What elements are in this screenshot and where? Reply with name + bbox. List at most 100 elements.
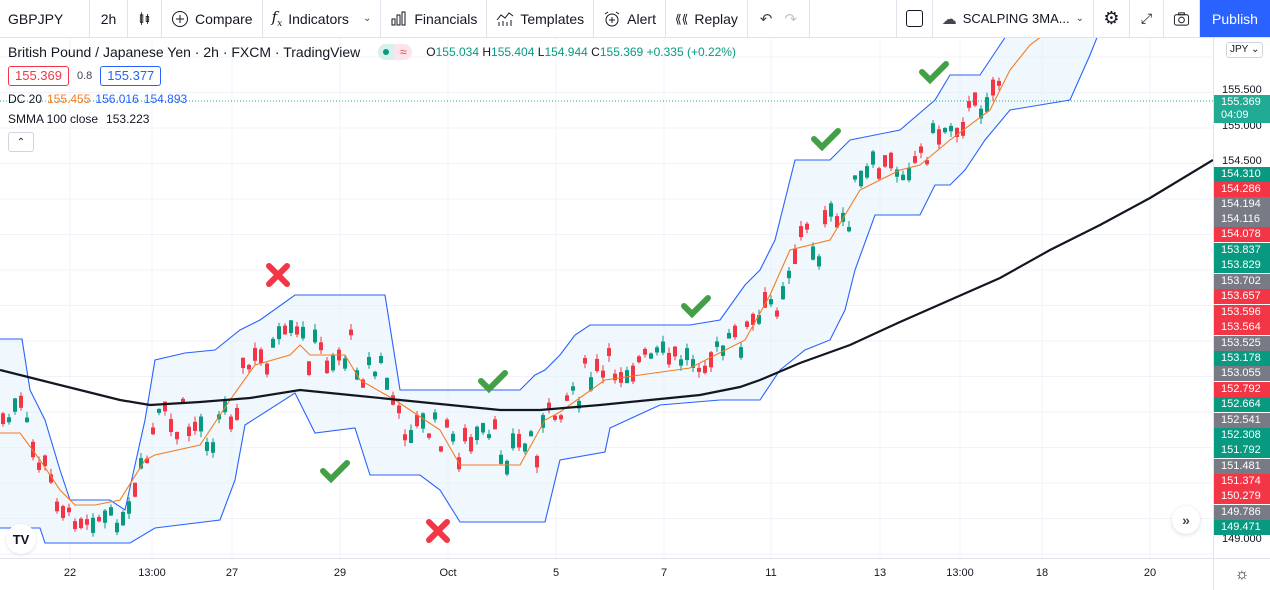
donchian-band-fill [0, 38, 1097, 543]
financials-button[interactable]: Financials [381, 0, 488, 37]
time-tick-label: 7 [660, 567, 668, 579]
fullscreen-button[interactable]: ⤢ [1130, 0, 1164, 37]
redo-icon: ↷ [784, 10, 798, 28]
market-status-badge[interactable]: ≈ [378, 44, 413, 60]
price-badge: 150.279 [1214, 489, 1270, 504]
cloud-icon: ☁ [941, 10, 957, 28]
smma-name: SMMA 100 close [8, 112, 99, 126]
dc-indicator-legend[interactable]: DC 20 155.455 156.016 154.893 [8, 92, 736, 106]
price-badge: 151.374 [1214, 474, 1270, 489]
interval-label: 2h [100, 10, 117, 27]
settings-button[interactable]: ⚙ [1094, 0, 1130, 37]
square-icon [905, 10, 923, 27]
candles-icon [139, 11, 150, 25]
sell-button[interactable]: 155.369 [8, 66, 69, 86]
price-badge: 153.055 [1214, 366, 1270, 381]
symbol-search-button[interactable]: GBPJPY [0, 0, 90, 37]
chevron-down-icon[interactable]: ⌄ [362, 13, 372, 24]
redo-button[interactable]: ↷ [779, 0, 811, 37]
templates-label: Templates [520, 10, 585, 27]
ohlc-values: O155.034 H155.404 L154.944 C155.369 +0.3… [426, 45, 736, 59]
time-axis[interactable]: 22 13:00 27 29 Oct 5 7 11 13 13:00 18 20 [0, 558, 1213, 590]
price-badge: 153.837 [1214, 243, 1270, 258]
dc-lower-value: 154.893 [143, 92, 188, 106]
price-axis[interactable]: JPY ⌄ 155.500 155.000 154.500 149.000 155.36… [1213, 38, 1270, 558]
axis-settings-button[interactable]: ☼ [1213, 558, 1270, 590]
gear-icon: ⚙ [1103, 8, 1120, 28]
interval-button[interactable]: 2h [90, 0, 128, 37]
symbol-label: GBPJPY [8, 10, 64, 27]
price-badge: 154.194 [1214, 197, 1270, 212]
chevron-down-icon: ⌄ [1075, 13, 1084, 24]
bar-chart-icon [391, 11, 406, 25]
buy-button[interactable]: 155.377 [100, 66, 162, 86]
time-tick-label: 20 [1143, 567, 1157, 579]
camera-icon [1173, 11, 1190, 26]
compare-label: Compare [195, 10, 253, 27]
price-badge: 153.525 [1214, 336, 1270, 351]
price-tick-label: 149.000 [1222, 533, 1262, 545]
toolbar-spacer [810, 0, 897, 37]
templates-button[interactable]: Templates [487, 0, 595, 37]
scroll-to-realtime-button[interactable]: » [1172, 506, 1200, 534]
alarm-clock-icon [604, 11, 620, 26]
screenshot-button[interactable] [1164, 0, 1200, 37]
chart-annotations [266, 61, 949, 543]
price-tick-label: 155.000 [1222, 120, 1262, 132]
dc-basis-line [0, 38, 1041, 506]
currency-button[interactable]: JPY ⌄ [1226, 42, 1264, 58]
replay-label: Replay [694, 10, 738, 27]
smma-value: 153.223 [106, 112, 150, 126]
dc-upper-value: 156.016 [95, 92, 139, 106]
collapse-legend-button[interactable]: ⌃ [8, 132, 34, 152]
price-badge: 152.308 [1214, 428, 1270, 443]
symbol-description: British Pound / Japanese Yen · 2h · FXCM… [8, 44, 361, 60]
price-badge: 153.702 [1214, 274, 1270, 289]
chart-pane[interactable] [0, 38, 1213, 558]
checkmark-icon [320, 460, 350, 484]
layout-name: SCALPING 3MA... [962, 11, 1070, 26]
price-badge: 153.829 [1214, 258, 1270, 273]
undo-button[interactable]: ↶ [748, 0, 779, 37]
time-tick-label: 22 [63, 567, 77, 579]
indicators-button[interactable]: fx Indicators ⌄ [263, 0, 382, 37]
chart-legend: British Pound / Japanese Yen · 2h · FXCM… [8, 44, 736, 152]
price-tick-label: 155.500 [1222, 84, 1262, 96]
price-badge: 152.541 [1214, 413, 1270, 428]
chevron-up-icon: ⌃ [16, 136, 26, 148]
rewind-icon: ⟪⟪ [674, 11, 689, 26]
indicators-label: Indicators [288, 10, 349, 27]
time-tick-label: 27 [225, 567, 239, 579]
smma-indicator-legend[interactable]: SMMA 100 close 153.223 [8, 112, 736, 126]
gear-icon: ☼ [1234, 565, 1250, 583]
time-tick-label: 29 [333, 567, 347, 579]
dc-lower-line [0, 38, 1098, 544]
tv-logo-icon: TV [12, 531, 30, 547]
financials-label: Financials [414, 10, 478, 27]
dc-name: DC 20 [8, 92, 43, 106]
spread-value: 0.8 [77, 70, 93, 82]
compare-button[interactable]: Compare [162, 0, 263, 37]
price-chart[interactable] [0, 38, 1213, 558]
double-chevron-right-icon: » [1182, 512, 1190, 528]
time-tick-label: 13:00 [946, 567, 974, 579]
fullscreen-icon: ⤢ [1140, 10, 1153, 26]
price-tick-label: 154.500 [1222, 155, 1262, 167]
time-tick-label: Oct [439, 567, 457, 579]
fx-icon: fx [271, 8, 283, 29]
time-tick-label: 5 [552, 567, 560, 579]
layout-menu-button[interactable]: ☁ SCALPING 3MA... ⌄ [933, 0, 1094, 37]
price-badge: 154.116 [1214, 212, 1270, 227]
time-tick-label: 11 [765, 567, 777, 579]
undo-icon: ↶ [759, 10, 773, 28]
market-open-dot-icon [383, 49, 390, 55]
publish-button[interactable]: Publish [1200, 0, 1270, 37]
price-badge: 149.786 [1214, 505, 1270, 520]
layout-select-checkbox[interactable] [897, 0, 933, 37]
replay-button[interactable]: ⟪⟪ Replay [666, 0, 748, 37]
alert-label: Alert [627, 10, 656, 27]
alert-button[interactable]: Alert [594, 0, 666, 37]
chart-type-button[interactable] [128, 0, 162, 37]
tradingview-logo[interactable]: TV [6, 524, 36, 554]
cross-icon [266, 263, 290, 287]
